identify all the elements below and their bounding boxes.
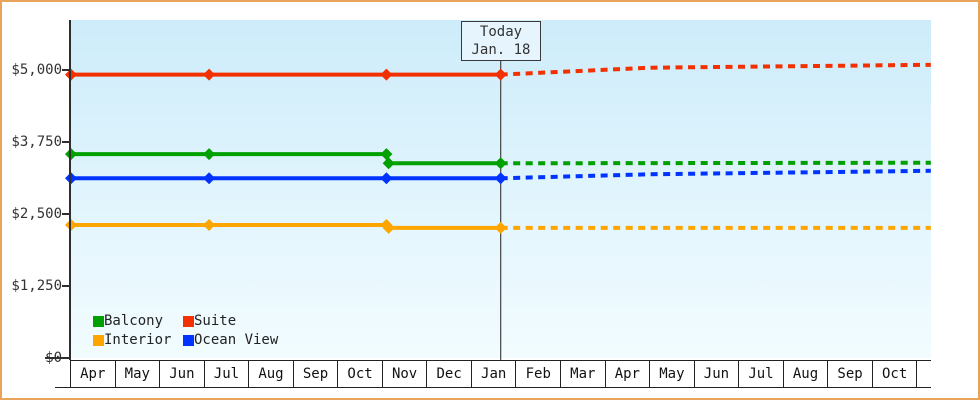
series-suite-marker — [65, 68, 77, 81]
month-cell-sep: Sep — [294, 361, 339, 387]
series-interior-history-line — [71, 222, 501, 230]
today-date: Jan. 18 — [471, 42, 531, 58]
y-axis-tick — [62, 141, 71, 143]
legend-item-ocean-view: Ocean View — [183, 333, 278, 347]
legend-item-balcony: Balcony — [93, 314, 183, 328]
y-axis-tick — [62, 213, 71, 215]
series-suite-marker — [380, 68, 393, 81]
legend-item-suite: Suite — [183, 314, 278, 328]
x-axis-month-row: Apr May Jun Jul Aug Sep Oct Nov Dec Jan Feb Mar Apr M… — [70, 360, 931, 388]
y-axis-label: $2,500 — [11, 206, 62, 222]
month-cell-jul: Jul — [205, 361, 250, 387]
month-cell-apr: Apr — [71, 361, 116, 387]
series-interior-marker — [203, 218, 216, 231]
y-axis-tick — [62, 357, 71, 359]
month-cell-jun: Jun — [160, 361, 205, 387]
x-axis-extension — [55, 387, 71, 388]
month-cell-feb: Feb — [516, 361, 562, 387]
month-cell-sep: Sep — [828, 361, 873, 387]
today-label: Today — [479, 24, 523, 40]
legend-swatch-icon — [93, 334, 104, 346]
month-cell-apr: Apr — [606, 361, 651, 387]
y-axis-label: $0 — [45, 350, 62, 366]
series-balcony-marker — [203, 148, 216, 161]
month-cell-aug: Aug — [784, 361, 829, 387]
y-axis-label: $5,000 — [11, 62, 62, 78]
series-ocean-view-marker — [494, 172, 507, 185]
legend-swatch-icon — [93, 315, 104, 327]
series-ocean-view-marker — [380, 172, 393, 185]
legend-swatch-icon — [183, 315, 194, 327]
month-cell-jan: Jan — [472, 361, 517, 387]
month-cell-jun: Jun — [695, 361, 740, 387]
y-axis-zero-corner — [45, 357, 71, 359]
y-axis-tick — [62, 69, 71, 71]
month-cell-dec: Dec — [427, 361, 472, 387]
y-axis-labels: $5,000 $3,750 $2,500 $1,250 $0 — [0, 0, 62, 400]
series-ocean-view-marker — [203, 172, 216, 185]
legend-swatch-icon — [183, 334, 194, 346]
y-axis-label: $3,750 — [11, 134, 62, 150]
month-cell-jul: Jul — [739, 361, 784, 387]
series-suite-forecast-line — [500, 62, 931, 77]
series-ocean-view-forecast-line — [500, 168, 931, 181]
series-balcony-forecast-line — [500, 160, 931, 166]
month-cell-oct: Oct — [873, 361, 918, 387]
legend: Balcony Suite Interior Ocean View — [93, 314, 278, 347]
series-balcony-marker — [380, 148, 393, 161]
series-balcony-marker — [494, 157, 507, 170]
month-cell-stub — [917, 361, 931, 387]
series-interior-marker — [65, 218, 77, 231]
month-cell-may: May — [116, 361, 161, 387]
series-suite-marker — [494, 68, 507, 81]
today-annotation-box: Today Jan. 18 — [461, 21, 541, 61]
month-cell-oct: Oct — [338, 361, 383, 387]
series-balcony-marker — [65, 148, 77, 161]
series-balcony-marker — [382, 157, 395, 170]
y-axis-line — [69, 20, 71, 360]
y-axis-tick — [62, 285, 71, 287]
legend-label: Suite — [194, 313, 237, 329]
legend-label: Balcony — [104, 313, 164, 329]
month-cell-aug: Aug — [249, 361, 294, 387]
legend-label: Interior — [104, 332, 172, 348]
series-interior-marker — [382, 221, 395, 234]
series-balcony-history-line — [71, 152, 501, 166]
series-suite-marker — [203, 68, 216, 81]
month-cell-nov: Nov — [383, 361, 428, 387]
legend-item-interior: Interior — [93, 333, 183, 347]
month-cell-mar: Mar — [561, 361, 606, 387]
legend-label: Ocean View — [194, 332, 279, 348]
series-interior-marker — [494, 221, 507, 234]
y-axis-label: $1,250 — [11, 278, 62, 294]
series-ocean-view-marker — [65, 172, 77, 185]
month-cell-may: May — [650, 361, 695, 387]
price-series-canvas — [65, 61, 931, 360]
